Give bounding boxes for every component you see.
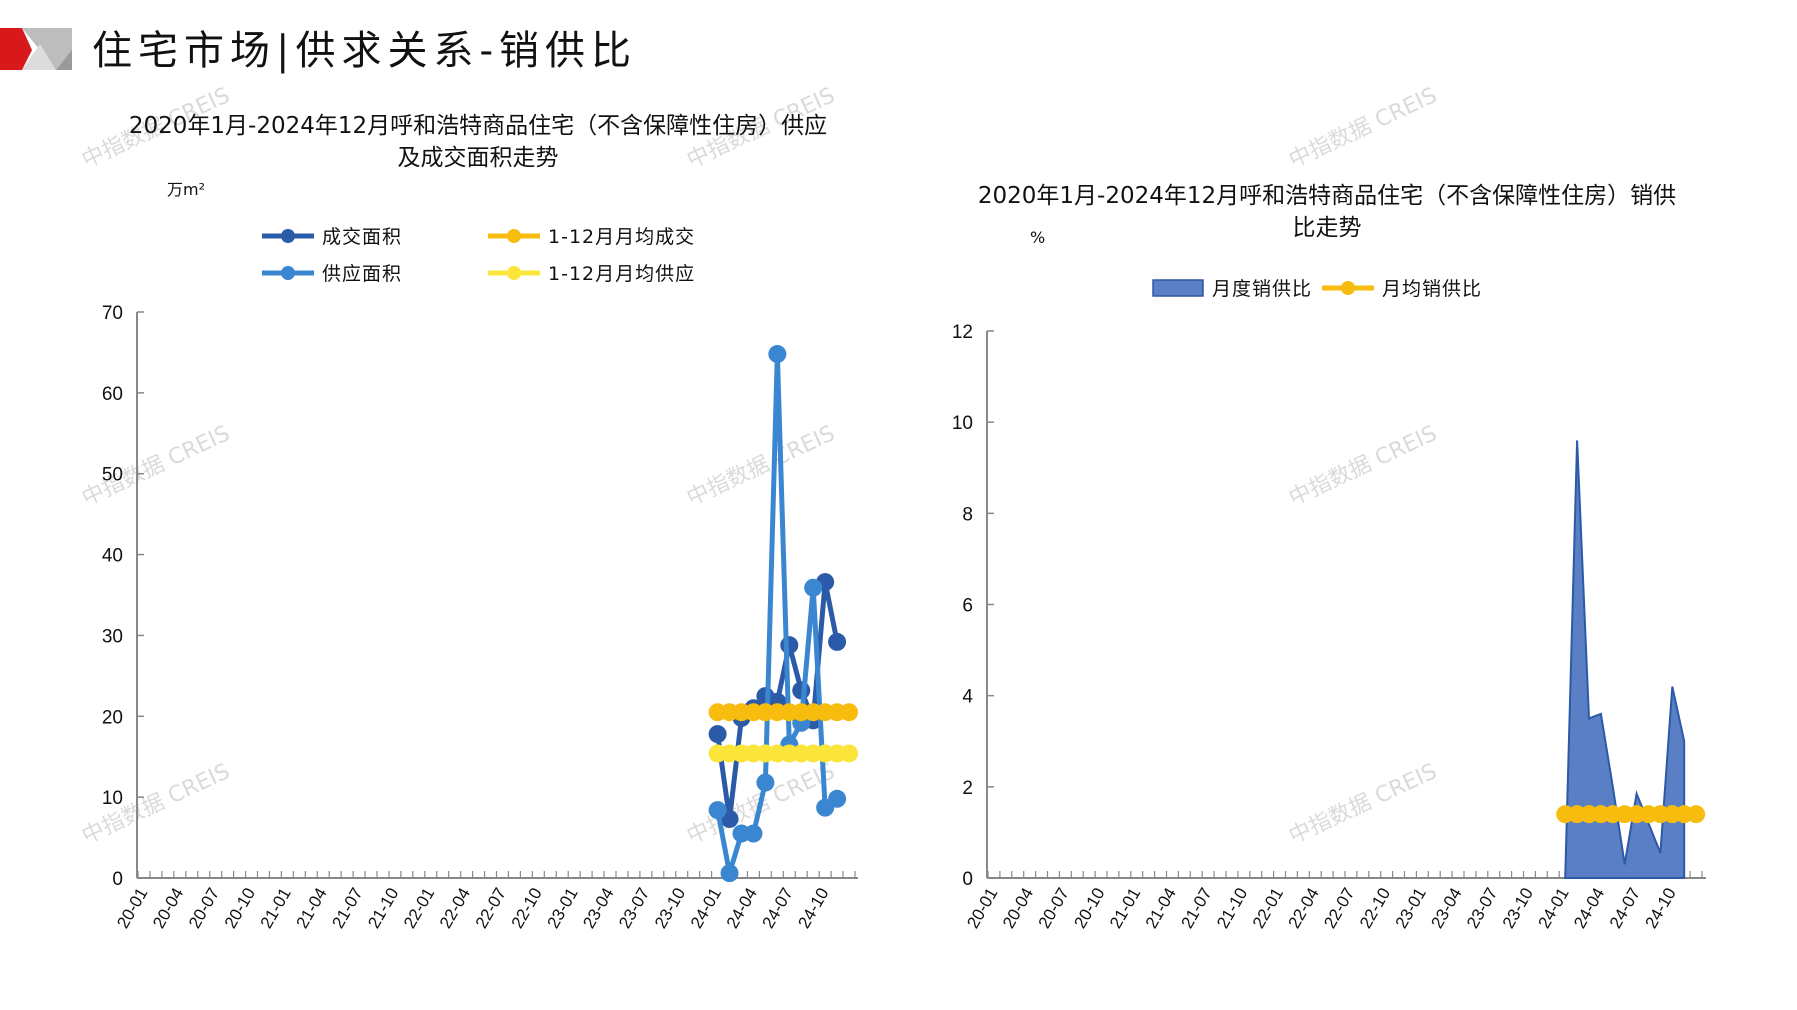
x-tick-label: 21-10	[364, 885, 402, 932]
x-tick-label: 24-10	[794, 885, 832, 932]
x-tick-label: 24-07	[759, 885, 797, 932]
right-chart-title-line2: 比走势	[1292, 215, 1362, 241]
x-tick-label: 22-07	[1320, 885, 1358, 932]
y-tick-label: 4	[962, 687, 973, 708]
series-1-point	[768, 345, 787, 364]
legend-sales-area: 成交面积	[260, 222, 486, 249]
left-legend: 成交面积 1-12月月均成交 供应面积 1-12月月均供应	[260, 222, 740, 286]
x-tick-label: 20-10	[221, 885, 259, 932]
series-3-point	[840, 744, 859, 763]
left-chart: 0 10 20 30 40 50 60 70 20-0120-0420-0720-1021-01…	[102, 303, 859, 932]
left-chart-title: 2020年1月-2024年12月呼和浩特商品住宅（不含保障性住房）供应 及成交面…	[78, 110, 878, 174]
y-tick-label: 12	[952, 322, 973, 343]
x-tick-label: 24-01	[687, 885, 725, 932]
y-tick-label: 0	[112, 869, 123, 890]
x-tick-label: 21-04	[1142, 885, 1180, 932]
y-tick-label: 8	[962, 504, 973, 525]
legend-avg-sales: 1-12月月均成交	[486, 222, 726, 249]
legend-avg-ratio: 月均销供比	[1320, 274, 1482, 301]
x-tick-label: 23-10	[1499, 885, 1537, 932]
x-tick-label: 22-04	[436, 885, 474, 932]
x-tick-label: 22-01	[1249, 885, 1287, 932]
right-chart: 02468101220-0120-0420-0720-1021-0121-042…	[952, 322, 1706, 932]
series-0-area	[1564, 440, 1686, 879]
legend-supply-area: 供应面积	[260, 259, 486, 286]
x-tick-label: 23-10	[651, 885, 689, 932]
right-chart-title: 2020年1月-2024年12月呼和浩特商品住宅（不含保障性住房）销供 比走势	[917, 180, 1737, 244]
x-tick-label: 22-04	[1285, 885, 1323, 932]
x-tick-label: 24-07	[1606, 885, 1644, 932]
x-tick-label: 20-04	[999, 885, 1037, 932]
series-1-point	[1687, 805, 1706, 824]
series-1-point	[708, 801, 727, 820]
series-1-point	[756, 773, 775, 792]
x-tick-label: 23-04	[1427, 885, 1465, 932]
right-y-unit: %	[1030, 228, 1046, 247]
x-tick-label: 23-01	[543, 885, 581, 932]
series-1-point	[828, 789, 847, 808]
left-chart-title-line1: 2020年1月-2024年12月呼和浩特商品住宅（不含保障性住房）供应	[128, 113, 828, 139]
right-legend: 月度销供比 月均销供比	[1152, 274, 1482, 301]
x-tick-label: 21-07	[1177, 885, 1215, 932]
x-tick-label: 20-04	[149, 885, 187, 932]
y-tick-label: 50	[102, 465, 123, 486]
series-1-point	[804, 578, 823, 597]
x-tick-label: 21-07	[328, 885, 366, 932]
x-tick-label: 21-01	[257, 885, 295, 932]
x-tick-label: 22-07	[472, 885, 510, 932]
x-tick-label: 20-07	[185, 885, 223, 932]
x-tick-label: 23-07	[615, 885, 653, 932]
y-tick-label: 0	[962, 869, 973, 890]
y-tick-label: 20	[102, 707, 123, 728]
x-tick-label: 24-01	[1534, 885, 1572, 932]
brand-logo	[0, 28, 72, 70]
y-tick-label: 40	[102, 546, 123, 567]
y-tick-label: 70	[102, 303, 123, 324]
x-tick-label: 20-10	[1070, 885, 1108, 932]
x-tick-label: 22-01	[400, 885, 438, 932]
y-tick-label: 2	[962, 778, 973, 799]
series-0-point	[708, 725, 727, 744]
y-tick-label: 30	[102, 626, 123, 647]
y-tick-label: 6	[962, 596, 973, 617]
x-tick-label: 23-04	[579, 885, 617, 932]
series-1-point	[720, 864, 739, 883]
legend-avg-supply: 1-12月月均供应	[486, 259, 726, 286]
x-tick-label: 24-04	[723, 885, 761, 932]
y-tick-label: 60	[102, 384, 123, 405]
x-tick-label: 20-01	[963, 885, 1001, 932]
y-tick-label: 10	[952, 413, 973, 434]
series-1-point	[744, 824, 763, 843]
series-0-point	[780, 636, 799, 655]
page-title: 住宅市场|供求关系-销供比	[92, 28, 637, 74]
series-1-line	[715, 351, 839, 876]
x-tick-label: 20-01	[113, 885, 151, 932]
left-chart-title-line2: 及成交面积走势	[397, 145, 559, 171]
x-tick-label: 22-10	[1356, 885, 1394, 932]
x-tick-label: 24-04	[1570, 885, 1608, 932]
x-tick-label: 23-01	[1392, 885, 1430, 932]
x-tick-label: 21-10	[1213, 885, 1251, 932]
x-tick-label: 21-01	[1106, 885, 1144, 932]
x-tick-label: 22-10	[508, 885, 546, 932]
x-tick-label: 21-04	[293, 885, 331, 932]
x-tick-label: 23-07	[1463, 885, 1501, 932]
x-tick-label: 20-07	[1035, 885, 1073, 932]
series-0-point	[828, 632, 847, 651]
right-chart-title-line1: 2020年1月-2024年12月呼和浩特商品住宅（不含保障性住房）销供	[977, 183, 1677, 209]
legend-monthly-ratio: 月度销供比	[1152, 274, 1312, 301]
series-2-point	[840, 703, 859, 722]
y-tick-label: 10	[102, 788, 123, 809]
x-tick-label: 24-10	[1642, 885, 1680, 932]
left-y-unit: 万m²	[167, 180, 206, 199]
